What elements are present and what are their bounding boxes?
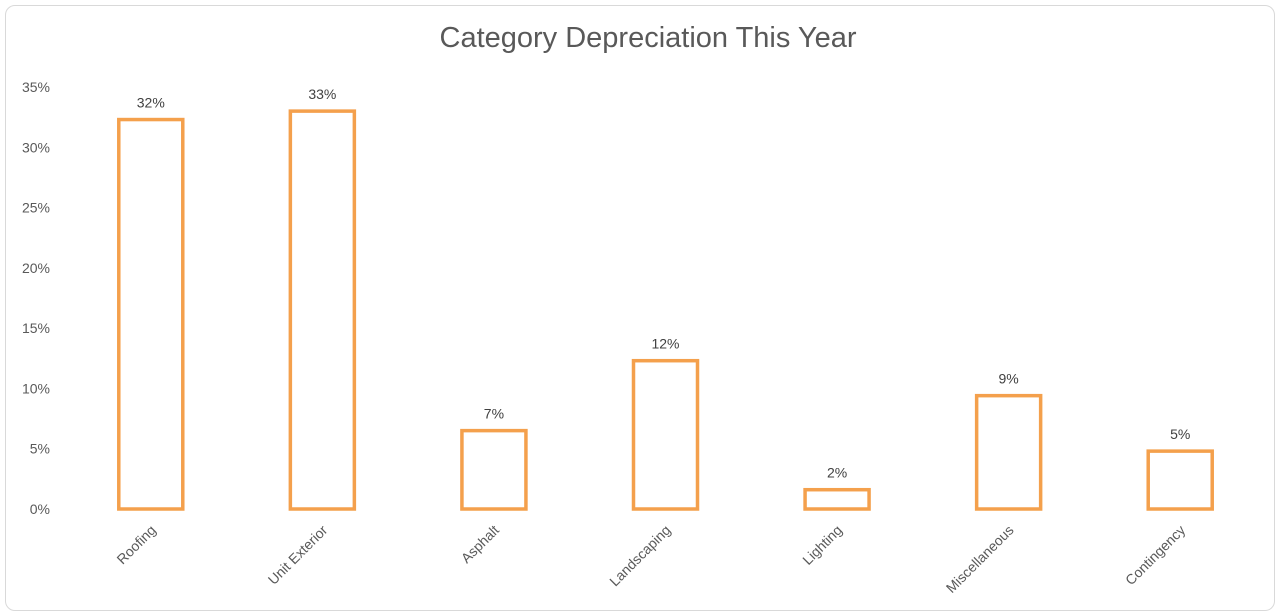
data-labels: 32% 33% 7% 12% 2% 9% 5% [137, 86, 1191, 481]
chart-title: Category Depreciation This Year [439, 22, 857, 54]
data-label: 12% [651, 336, 679, 352]
bar-lighting [803, 487, 871, 511]
x-tick-label: Asphalt [458, 522, 502, 566]
y-tick-label: 25% [22, 200, 50, 216]
bar-asphalt [460, 428, 528, 511]
y-tick-label: 35% [22, 79, 50, 95]
y-tick-label: 15% [22, 320, 50, 336]
bar-landscaping [631, 358, 700, 511]
y-axis: 0% 5% 10% 15% 20% 25% 30% 35% [22, 79, 50, 517]
bar-unit-exterior [288, 109, 357, 511]
x-tick-label: Miscellaneous [943, 522, 1017, 596]
x-axis: Roofing Unit Exterior Asphalt Landscaping Li… [113, 522, 1188, 596]
x-tick-label: Roofing [113, 522, 158, 567]
data-label: 7% [484, 406, 504, 422]
x-tick-label: Unit Exterior [265, 522, 331, 588]
data-label: 33% [308, 86, 336, 102]
y-tick-label: 0% [30, 501, 50, 517]
x-tick-label: Landscaping [606, 522, 673, 589]
bar-miscellaneous [974, 393, 1043, 511]
bar-roofing [117, 117, 185, 511]
data-label: 32% [137, 95, 165, 111]
y-tick-label: 10% [22, 380, 50, 396]
x-tick-label: Lighting [799, 522, 845, 568]
data-label: 9% [999, 371, 1019, 387]
bar-contingency [1146, 449, 1214, 511]
y-tick-label: 30% [22, 139, 50, 155]
y-tick-label: 5% [30, 441, 50, 457]
data-label: 2% [827, 465, 847, 481]
x-tick-label: Contingency [1122, 522, 1188, 588]
bars [117, 109, 1214, 511]
y-tick-label: 20% [22, 260, 50, 276]
data-label: 5% [1170, 426, 1190, 442]
